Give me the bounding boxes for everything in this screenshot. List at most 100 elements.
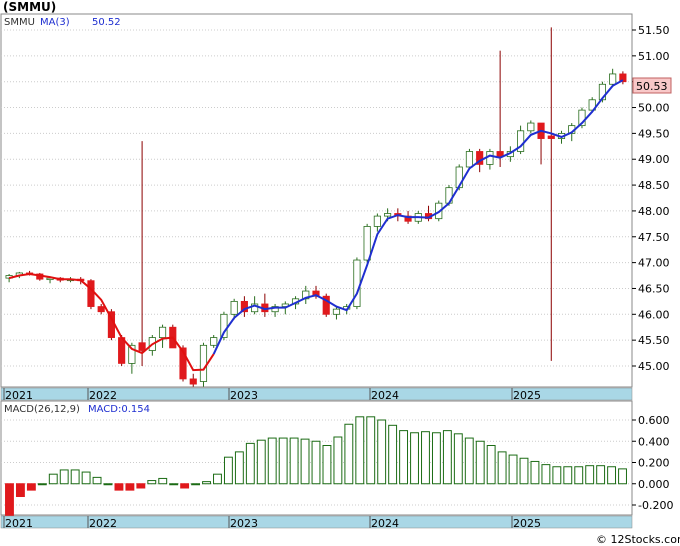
macd-bar — [92, 476, 102, 485]
macd-bar — [125, 483, 135, 491]
price-tick-label: 46.50 — [638, 282, 670, 295]
candle-body — [199, 344, 208, 382]
macd-bar — [410, 432, 419, 485]
macd-bar — [213, 473, 222, 485]
candle-body — [332, 308, 341, 315]
macd-bar — [541, 464, 551, 485]
price-tick-label: 46.00 — [638, 308, 670, 321]
candle-body — [138, 342, 146, 351]
macd-legend-label: MACD(26,12,9) — [4, 404, 80, 415]
copyright: © 12Stocks.com — [596, 533, 680, 546]
macd-histogram — [5, 416, 627, 517]
macd-bar — [245, 442, 255, 485]
macd-bar — [311, 440, 321, 485]
year-label: 2021 — [5, 389, 33, 402]
year-label: 2024 — [371, 517, 399, 530]
candle-body — [517, 130, 525, 152]
candle-body — [322, 295, 330, 315]
ma-line-blue — [212, 79, 624, 355]
year-label: 2023 — [230, 517, 258, 530]
macd-bar — [464, 437, 474, 485]
chart-title: (SMMU) — [3, 0, 56, 14]
year-label: 2023 — [230, 389, 258, 402]
candle-body — [465, 151, 474, 168]
macd-bar — [607, 466, 617, 485]
macd-bar — [497, 451, 507, 485]
year-label: 2022 — [89, 517, 117, 530]
macd-bar — [59, 469, 69, 485]
macd-bar — [223, 456, 233, 485]
price-tick-label: 45.00 — [638, 360, 670, 373]
macd-bar — [552, 466, 562, 485]
macd-bar — [37, 483, 47, 486]
macd-bar — [508, 454, 518, 485]
macd-y-axis: 0.600 0.400 0.200 0.000 -0.200 — [632, 414, 673, 512]
macd-legend-value: MACD:0.154 — [88, 404, 150, 415]
macd-bar — [344, 423, 354, 485]
moving-average-lines — [8, 79, 624, 372]
macd-bar — [81, 471, 91, 485]
candle-body — [128, 344, 136, 364]
macd-tick-label: 0.600 — [638, 414, 670, 427]
candle-body — [578, 109, 586, 127]
macd-bar — [618, 468, 627, 485]
last-price-tag: 50.53 — [632, 77, 672, 94]
macd-bar — [202, 481, 211, 485]
candle-body — [220, 313, 228, 338]
year-label: 2025 — [513, 389, 541, 402]
price-x-axis-labels: 2021 2022 2023 2024 2025 — [3, 388, 541, 402]
year-label: 2024 — [371, 389, 399, 402]
price-tick-label: 45.50 — [638, 334, 670, 347]
price-tick-label: 51.00 — [638, 50, 670, 63]
price-gridlines — [1, 29, 632, 367]
macd-x-axis-labels: 2021 2022 2023 2024 2025 — [3, 516, 541, 530]
candle-body — [87, 280, 95, 307]
price-tick-label: 47.00 — [638, 257, 670, 270]
year-label: 2022 — [89, 389, 117, 402]
macd-bar — [26, 483, 36, 491]
macd-tick-label: 0.000 — [638, 478, 670, 491]
price-tick-label: 49.00 — [638, 153, 670, 166]
candle-body — [210, 337, 218, 346]
macd-bar — [563, 466, 573, 485]
macd-bar — [147, 480, 157, 485]
macd-bar — [103, 483, 113, 486]
candle-body — [384, 213, 392, 217]
price-tick-label: 49.50 — [638, 127, 670, 140]
macd-bar — [377, 419, 387, 485]
macd-bar — [431, 432, 441, 485]
macd-bar — [585, 465, 595, 485]
ma-line-red — [8, 272, 215, 372]
candle-body — [486, 151, 494, 165]
macd-bar — [267, 437, 277, 485]
macd-bar — [399, 430, 409, 485]
candle-body — [353, 259, 361, 307]
macd-bar — [333, 436, 343, 485]
price-tick-label: 47.50 — [638, 231, 670, 244]
ma-legend-value: 50.52 — [92, 17, 121, 28]
ma-legend-label: MA(3) — [40, 17, 70, 28]
macd-bar — [366, 416, 376, 485]
candle-body — [97, 306, 105, 313]
price-tick-label: 51.50 — [638, 24, 670, 37]
candle-body — [189, 378, 197, 385]
candle-body — [619, 73, 627, 83]
macd-bar — [442, 430, 452, 485]
macd-bar — [421, 431, 430, 485]
macd-bar — [191, 483, 201, 486]
macd-bar — [530, 460, 540, 485]
macd-bar — [278, 437, 288, 485]
macd-bar — [15, 483, 25, 497]
macd-bar — [256, 439, 266, 485]
candle-body — [179, 347, 187, 380]
macd-bar — [475, 440, 485, 485]
price-tick-label: 50.00 — [638, 102, 670, 115]
candle-body — [271, 306, 279, 313]
macd-tick-label: -0.200 — [638, 499, 673, 512]
year-label: 2021 — [5, 517, 33, 530]
macd-tick-label: 0.400 — [638, 435, 670, 448]
candle-body — [240, 300, 248, 313]
year-label: 2025 — [513, 517, 541, 530]
candle-body — [547, 135, 555, 139]
